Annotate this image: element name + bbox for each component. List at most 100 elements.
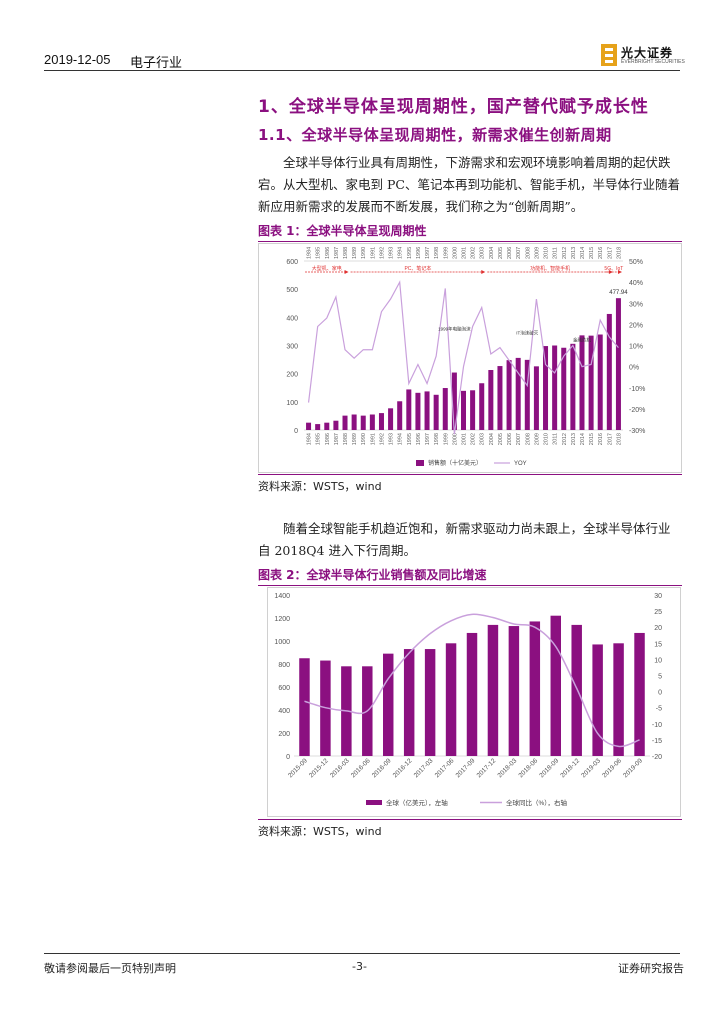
body-paragraph: 全球半导体行业具有周期性，下游需求和宏观环境影响着周期的起伏跌宕。从大型机、家电… (258, 155, 680, 214)
x-tick-label: 1999 (443, 433, 449, 445)
sales-bar (460, 390, 467, 430)
x-tick-label: 2001 (462, 433, 468, 445)
x-top-tick-label: 1988 (343, 247, 349, 259)
y-left-tick-label: 1000 (274, 639, 290, 646)
y-right-tick-label: 20% (629, 322, 643, 329)
y-left-tick-label: 1200 (274, 616, 290, 623)
sales-bar (592, 644, 603, 756)
sales-bar (529, 621, 541, 756)
x-tick-label: 2017 (607, 433, 613, 445)
sales-bar (397, 401, 403, 430)
sales-bar (615, 298, 621, 430)
y-left-tick-label: 200 (286, 372, 298, 379)
y-left-tick-label: 0 (294, 428, 298, 435)
x-top-tick-label: 2010 (544, 247, 550, 259)
sales-bar (606, 313, 612, 430)
industry-label: 电子行业 (130, 56, 183, 71)
x-tick-label: 1996 (416, 433, 422, 445)
sales-bar (543, 346, 549, 430)
x-top-tick-label: 2012 (562, 247, 568, 259)
sales-bar (315, 424, 321, 430)
x-tick-label: 2008 (525, 433, 531, 445)
y-left-tick-label: 300 (286, 344, 298, 351)
x-tick-label: 2015 (589, 433, 595, 445)
body-paragraph-2: 随着全球智能手机趋近饱和，新需求驱动力尚未跟上，全球半导体行业自 2018Q4 … (258, 521, 671, 558)
x-tick-label: 1989 (352, 433, 358, 445)
x-top-tick-label: 1995 (407, 247, 413, 259)
x-top-tick-label: 2009 (534, 247, 540, 259)
era-label: 功能机、智能手机 (530, 265, 570, 272)
x-tick-label: 2005 (498, 433, 504, 445)
legend-line-label: YOY (514, 461, 527, 467)
x-top-tick-label: 2016 (598, 247, 604, 259)
x-tick-label: 2000 (452, 433, 458, 445)
subsection-title: 1.1、全球半导体呈现周期性，新需求催生创新周期 (258, 126, 612, 144)
event-annotation: 1999年电脑泡沫 (438, 325, 471, 332)
y-left-tick-label: 400 (278, 708, 290, 715)
x-top-tick-label: 2013 (571, 247, 577, 259)
event-annotation: IT泡沫破灭 (516, 329, 538, 336)
x-top-tick-label: 1999 (443, 247, 449, 259)
x-tick-label: 1998 (434, 433, 440, 445)
x-top-tick-label: 2000 (452, 247, 458, 259)
x-top-tick-label: 2001 (462, 247, 468, 259)
x-tick-label: 2011 (553, 433, 559, 445)
sales-bar (451, 372, 457, 430)
logo-mark-icon (601, 44, 617, 66)
era-arrow-head (618, 270, 622, 274)
y-right-tick-label: 5 (658, 674, 662, 681)
figure1-top-rule (258, 241, 682, 242)
x-tick-label: 2019-09 (622, 757, 644, 779)
x-top-tick-label: 2004 (489, 247, 495, 259)
sales-bar (378, 413, 384, 430)
y-right-tick-label: 15 (654, 641, 662, 648)
sales-bar (497, 366, 503, 430)
event-annotation: 金融危机 (573, 336, 591, 343)
x-tick-label: 2010 (544, 433, 550, 445)
y-right-tick-label: -10% (629, 386, 645, 393)
x-tick-label: 1992 (379, 433, 385, 445)
sales-bar (424, 391, 430, 430)
sales-bar (403, 649, 415, 756)
x-top-tick-label: 2002 (471, 247, 477, 259)
y-left-tick-label: 400 (286, 315, 298, 322)
sales-bar (306, 422, 312, 430)
x-tick-label: 2016-06 (350, 757, 372, 779)
x-tick-label: 2017-03 (413, 757, 435, 779)
x-top-tick-label: 1996 (416, 247, 422, 259)
sales-bar (351, 414, 357, 430)
brand-logo: 光大证券 EVERBRIGHT SECURITIES (601, 44, 685, 68)
y-right-tick-label: 20 (654, 625, 662, 632)
x-tick-label: 2012 (562, 433, 568, 445)
y-right-tick-label: -5 (656, 706, 662, 713)
figure1-bottom-rule (258, 474, 682, 475)
x-tick-label: 1988 (343, 433, 349, 445)
chart-frame (267, 587, 681, 817)
x-tick-label: 2016-03 (329, 757, 351, 779)
logo-name-en: EVERBRIGHT SECURITIES (621, 59, 685, 65)
footer-disclaimer: 敬请参阅最后一页特别声明 (44, 962, 176, 975)
footer-report-type: 证券研究报告 (618, 962, 684, 975)
x-tick-label: 2018-09 (538, 757, 560, 779)
chart-frame (258, 243, 682, 473)
x-tick-label: 2018 (616, 433, 622, 445)
sales-bar (561, 347, 567, 430)
bar-data-label: 477.94 (609, 290, 628, 296)
sales-bar (360, 415, 366, 430)
yoy-line (307, 280, 619, 435)
x-tick-label: 2017-09 (455, 757, 477, 779)
x-top-tick-label: 1986 (325, 247, 331, 259)
x-top-tick-label: 1984 (307, 247, 313, 259)
x-top-tick-label: 2008 (525, 247, 531, 259)
sales-bar (406, 389, 412, 430)
era-arrow-head (481, 270, 486, 274)
footer-divider (44, 953, 680, 954)
header-divider (44, 70, 680, 71)
y-right-tick-label: 30 (654, 593, 662, 600)
section-title: 1、全球半导体呈现周期性，国产替代赋予成长性 (258, 97, 649, 117)
x-top-tick-label: 1990 (361, 247, 367, 259)
y-left-tick-label: 500 (286, 287, 298, 294)
x-tick-label: 1990 (361, 433, 367, 445)
sales-bar (433, 394, 439, 430)
x-top-tick-label: 1985 (316, 247, 322, 259)
